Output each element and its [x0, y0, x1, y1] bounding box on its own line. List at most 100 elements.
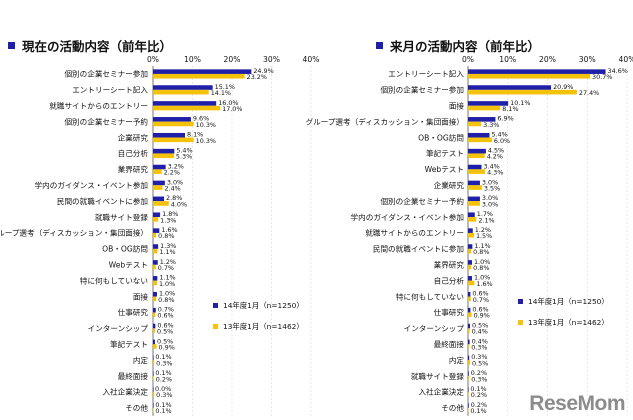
bar-2013: [153, 344, 157, 349]
bar-2014: [468, 355, 470, 361]
data-label-2014: 0.6%: [472, 290, 488, 298]
bar-2013: [153, 169, 162, 174]
data-label-2014: 16.0%: [218, 99, 238, 107]
data-label-2013: 4.3%: [487, 169, 503, 177]
bar-2013: [153, 217, 159, 222]
legend-swatch-2014: [518, 299, 523, 304]
bar-2013: [468, 121, 482, 127]
legend-item-2014: 14年度1月（n=1250）: [213, 300, 304, 311]
bar-2013: [468, 407, 469, 413]
bar-2014: [153, 85, 213, 90]
bar-2013: [153, 248, 158, 254]
bar-2013: [153, 376, 154, 381]
category-label: 就職サイトからのエントリー: [49, 100, 148, 110]
category-label: 面接: [449, 100, 465, 110]
data-label-2014: 0.1%: [155, 369, 171, 377]
data-label-2014: 4.5%: [488, 146, 504, 154]
bar-2014: [468, 339, 470, 345]
bar-2014: [153, 323, 156, 329]
data-label-2013: 1.5%: [476, 232, 492, 240]
data-label-2013: 23.2%: [247, 73, 267, 81]
bar-2013: [468, 391, 469, 397]
data-label-2013: 3.5%: [484, 184, 500, 192]
data-label-2013: 0.8%: [473, 248, 489, 256]
data-label-2013: 1.3%: [160, 216, 176, 224]
bar-2013: [153, 89, 209, 95]
category-label: 面接: [133, 291, 149, 301]
data-label-2014: 15.1%: [215, 83, 235, 91]
bar-2014: [468, 180, 480, 186]
bar-2013: [468, 201, 480, 206]
data-label-2013: 0.8%: [473, 264, 489, 272]
bar-2014: [468, 387, 469, 392]
data-label-2013: 0.3%: [156, 391, 172, 399]
data-label-2013: 0.4%: [472, 328, 488, 336]
data-label-2014: 3.0%: [482, 194, 498, 202]
category-label: グループ選考（ディスカッション・集団面接）: [306, 116, 464, 126]
category-label: Webテスト: [109, 260, 148, 269]
bar-2013: [468, 232, 474, 238]
data-label-2013: 0.3%: [156, 359, 172, 367]
bar-2013: [153, 280, 157, 286]
x-tick-label: 20%: [224, 55, 241, 64]
data-label-2013: 6.0%: [494, 137, 510, 145]
category-label: 最終面接: [118, 371, 149, 381]
category-label: 内定: [449, 355, 465, 365]
bar-2013: [153, 153, 174, 159]
category-label: 個別の企業セミナー参加: [380, 85, 464, 95]
category-label: インターンシップ: [404, 324, 465, 333]
data-label-2013: 5.3%: [176, 153, 192, 161]
category-label: 学内のガイダンス・イベント参加: [35, 180, 148, 190]
bar-2014: [468, 69, 606, 74]
bar-2013: [468, 360, 470, 365]
data-label-2014: 20.9%: [553, 83, 573, 91]
data-label-2014: 0.2%: [471, 401, 487, 409]
data-label-2014: 1.2%: [160, 258, 176, 266]
bar-2014: [153, 117, 191, 122]
data-label-2013: 0.3%: [471, 375, 487, 383]
data-label-2013: 3.0%: [482, 200, 498, 208]
category-label: 就職サイト登録: [411, 371, 465, 381]
x-tick-label: 30%: [263, 55, 280, 64]
bar-2013: [153, 407, 154, 413]
category-label: Webテスト: [425, 165, 464, 174]
data-label-2014: 6.9%: [497, 115, 513, 123]
category-label: 就職サイトからのエントリー: [365, 228, 464, 238]
data-label-2014: 9.6%: [193, 115, 209, 123]
data-label-2014: 0.5%: [157, 337, 173, 345]
bar-2013: [153, 137, 194, 143]
data-label-2013: 30.7%: [592, 73, 612, 81]
bar-2014: [468, 403, 469, 408]
data-label-2013: 0.6%: [157, 312, 173, 320]
bar-2014: [468, 117, 496, 122]
bar-2014: [468, 307, 471, 313]
data-label-2013: 0.5%: [472, 359, 488, 367]
category-label: 個別の企業セミナー予約: [64, 116, 148, 126]
bar-2013: [468, 73, 591, 79]
data-label-2013: 0.1%: [470, 407, 486, 415]
data-label-2013: 0.7%: [158, 264, 174, 272]
category-label: その他: [441, 403, 464, 413]
bar-2013: [153, 391, 155, 397]
category-label: 仕事研究: [434, 307, 465, 317]
data-label-2014: 0.0%: [155, 385, 171, 393]
category-label: 企業研究: [118, 132, 149, 142]
category-label: 筆記テスト: [110, 339, 148, 349]
legend-swatch-2013: [518, 320, 523, 325]
bar-2013: [468, 153, 485, 159]
data-label-2014: 0.6%: [157, 321, 173, 329]
bar-2013: [153, 185, 163, 190]
legend-label-2014: 14年度1月（n=1250）: [528, 297, 609, 306]
x-tick-label: 40%: [303, 55, 320, 64]
data-label-2014: 3.0%: [482, 178, 498, 186]
bar-2014: [153, 212, 161, 218]
bar-2013: [153, 121, 194, 127]
data-label-2013: 0.1%: [155, 407, 171, 415]
bar-2013: [153, 312, 156, 318]
category-label: その他: [125, 403, 148, 413]
category-label: 特に何もしていない: [80, 275, 148, 285]
chart-next-month-activities: 来月の活動内容（前年比） 0% 10% 20% 30% 40% エントリーシート記入 34.…: [306, 0, 633, 420]
legend: 14年度1月（n=1250） 13年度1月（n=1462）: [518, 296, 609, 338]
bar-2014: [468, 323, 470, 329]
category-label: 内定: [133, 355, 149, 365]
